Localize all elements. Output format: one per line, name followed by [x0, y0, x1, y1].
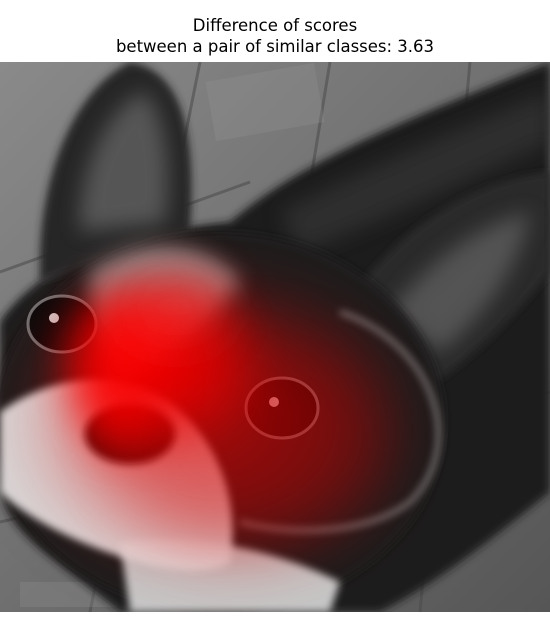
title-line-1: Difference of scores	[192, 16, 358, 35]
figure-title: Difference of scores between a pair of s…	[0, 15, 550, 57]
saliency-heatmap-overlay	[0, 262, 420, 582]
dog-right-ear-inner	[390, 212, 530, 352]
dog-back-highlight	[280, 92, 550, 252]
title-line-2: between a pair of similar classes: 3.63	[115, 37, 435, 56]
saliency-image	[0, 62, 550, 612]
dog-left-ear-inner	[80, 92, 168, 232]
